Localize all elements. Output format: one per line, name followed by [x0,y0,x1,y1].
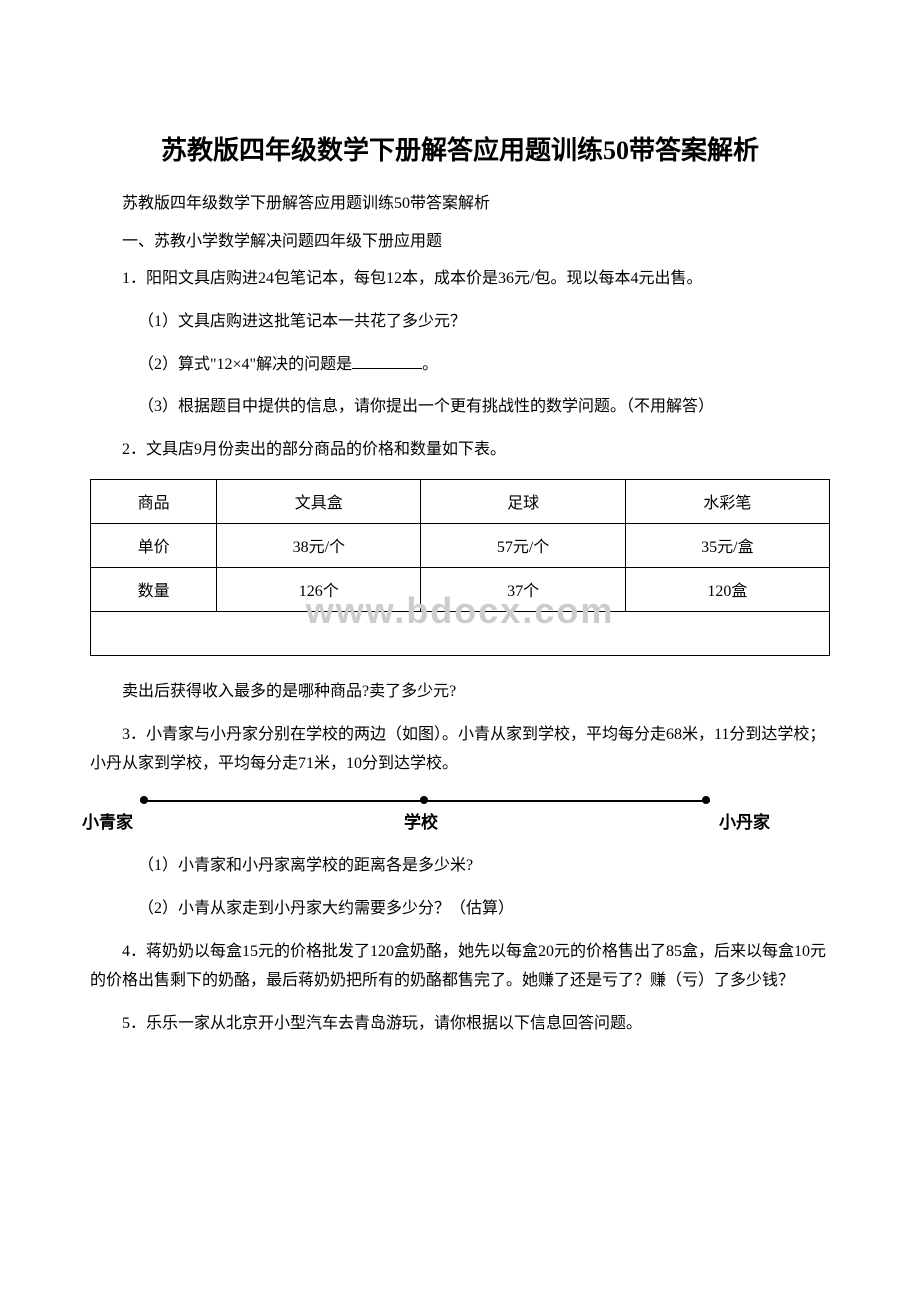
q3-stem: 3．小青家与小丹家分别在学校的两边（如图）。小青从家到学校，平均每分走68米，1… [90,721,830,779]
subtitle: 苏教版四年级数学下册解答应用题训练50带答案解析 [90,189,830,213]
q1-part3: （3）根据题目中提供的信息，请你提出一个更有挑战性的数学问题。（不用解答） [106,393,830,422]
q5-stem: 5．乐乐一家从北京开小型汽车去青岛游玩，请你根据以下信息回答问题。 [90,1010,830,1039]
table-cell: 37个 [421,567,625,611]
q1-part1: （1）文具店购进这批笔记本一共花了多少元？ [106,308,830,337]
label-right: 小丹家 [719,808,770,833]
table-row: www.bdocx.com [91,611,830,655]
dot-icon [702,796,710,804]
q4-stem: 4．蒋奶奶以每盒15元的价格批发了120盒奶酪，她先以每盒20元的价格售出了85… [90,938,830,996]
dot-icon [420,796,428,804]
q2-followup: 卖出后获得收入最多的是哪种商品?卖了多少元? [90,678,830,707]
table-cell: 商品 [91,479,217,523]
page-title: 苏教版四年级数学下册解答应用题训练50带答案解析 [90,130,830,167]
q3-diagram: 小青家 学校 小丹家 [140,792,830,834]
table-cell: 126个 [217,567,421,611]
label-left: 小青家 [82,808,133,833]
q1-part2: （2）算式"12×4"解决的问题是 。 [106,351,830,380]
q3-part2: （2）小青从家走到小丹家大约需要多少分？（估算） [106,895,830,924]
q3-part1: （1）小青家和小丹家离学校的距离各是多少米? [106,852,830,881]
table-cell: 足球 [421,479,625,523]
label-mid: 学校 [404,808,438,833]
table-row: 数量 126个 37个 120盒 [91,567,830,611]
table-cell: 数量 [91,567,217,611]
table-cell: 文具盒 [217,479,421,523]
table-cell: 35元/盒 [625,523,829,567]
q1-stem: 1．阳阳文具店购进24包笔记本，每包12本，成本价是36元/包。现以每本4元出售… [90,265,830,294]
q1-part2-before: （2）算式"12×4"解决的问题是 [138,356,352,373]
table-cell: 38元/个 [217,523,421,567]
table-cell: 单价 [91,523,217,567]
section-header: 一、苏教小学数学解决问题四年级下册应用题 [90,227,830,251]
table-cell: 水彩笔 [625,479,829,523]
table-row: 单价 38元/个 57元/个 35元/盒 [91,523,830,567]
table-row: 商品 文具盒 足球 水彩笔 [91,479,830,523]
dot-icon [140,796,148,804]
q1-part2-after: 。 [422,356,438,373]
q2-table: 商品 文具盒 足球 水彩笔 单价 38元/个 57元/个 35元/盒 数量 12… [90,479,830,656]
diagram-line [140,792,710,806]
table-cell: 57元/个 [421,523,625,567]
table-cell-empty: www.bdocx.com [91,611,830,655]
q2-stem: 2．文具店9月份卖出的部分商品的价格和数量如下表。 [90,436,830,465]
table-cell: 120盒 [625,567,829,611]
fill-blank [352,368,422,369]
